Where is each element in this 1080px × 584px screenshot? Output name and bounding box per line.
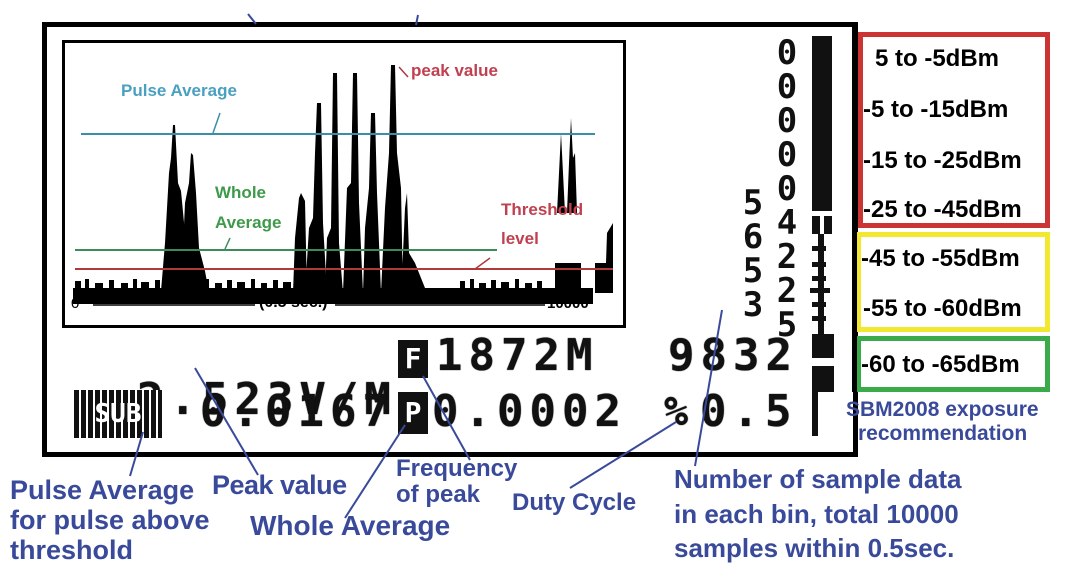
annotation-samples: Number of sample data in each bin, total… bbox=[674, 464, 962, 564]
x-axis-end: 10000 bbox=[547, 295, 589, 312]
peak-group-1 bbox=[161, 125, 209, 293]
legend-item: -5 to -15dBm bbox=[863, 96, 1009, 123]
x-axis-label: (0.5 sec.) bbox=[259, 294, 328, 311]
readout-line-1: 2.523V/M bbox=[72, 334, 397, 422]
peak-group-2 bbox=[293, 65, 427, 293]
histogram-bar bbox=[810, 36, 834, 436]
pulse-average-icon: SUB bbox=[74, 390, 162, 438]
bin-count-column-left: 5 6 5 3 bbox=[742, 183, 764, 325]
legend-yellow-box: -45 to -55dBm -55 to -60dBm bbox=[856, 232, 1050, 332]
legend-caption: SBM2008 exposure recommendation bbox=[846, 398, 1039, 445]
signal-chart: Pulse Average Whole Average peak value T… bbox=[62, 40, 626, 328]
peak-icon: P bbox=[398, 392, 428, 434]
annotation-pulse-average: Pulse Average for pulse above threshold bbox=[10, 475, 210, 566]
annotation-frequency: Frequency of peak bbox=[396, 455, 518, 509]
peak-reading: 0.0002 bbox=[432, 386, 627, 437]
legend-item: 5 to -5dBm bbox=[875, 45, 1000, 72]
duty-cycle-reading: 0.5 bbox=[700, 386, 798, 437]
peak-value-label: peak value bbox=[411, 61, 498, 80]
sample-count-reading: 9832 bbox=[668, 330, 798, 381]
bin-count-column-right: 0 0 0 0 0 4 2 2 5 bbox=[776, 33, 798, 345]
legend-item: -15 to -25dBm bbox=[863, 147, 1022, 174]
whole-average-label-1: Whole bbox=[215, 183, 266, 202]
threshold-label-1: Threshold bbox=[501, 200, 584, 219]
annotation-peak-value: Peak value bbox=[212, 470, 347, 500]
pulse-average-label: Pulse Average bbox=[121, 81, 237, 100]
legend-item: -60 to -65dBm bbox=[861, 351, 1020, 378]
whole-average-label-2: Average bbox=[215, 213, 282, 232]
annotation-whole-average: Whole Average bbox=[250, 510, 451, 541]
whole-average-reading: 0.0167 bbox=[200, 386, 395, 437]
x-axis-start: 0 bbox=[71, 295, 80, 312]
frame-right-edge bbox=[852, 22, 857, 392]
peak-value-reading: 2.523V/M bbox=[136, 374, 397, 425]
legend-item: -55 to -60dBm bbox=[863, 295, 1022, 322]
duty-cycle-icon: % bbox=[664, 389, 695, 435]
threshold-label-2: level bbox=[501, 229, 539, 248]
frequency-icon: F bbox=[398, 340, 428, 378]
annotation-duty-cycle: Duty Cycle bbox=[512, 489, 637, 516]
legend-red-box: 5 to -5dBm -5 to -15dBm -15 to -25dBm -2… bbox=[858, 32, 1050, 228]
waveform-plot bbox=[73, 65, 613, 306]
legend-item: -25 to -45dBm bbox=[863, 196, 1022, 223]
legend-green-box: -60 to -65dBm bbox=[856, 336, 1050, 392]
frequency-reading: 1872M bbox=[436, 330, 599, 381]
legend-item: -45 to -55dBm bbox=[861, 245, 1020, 272]
